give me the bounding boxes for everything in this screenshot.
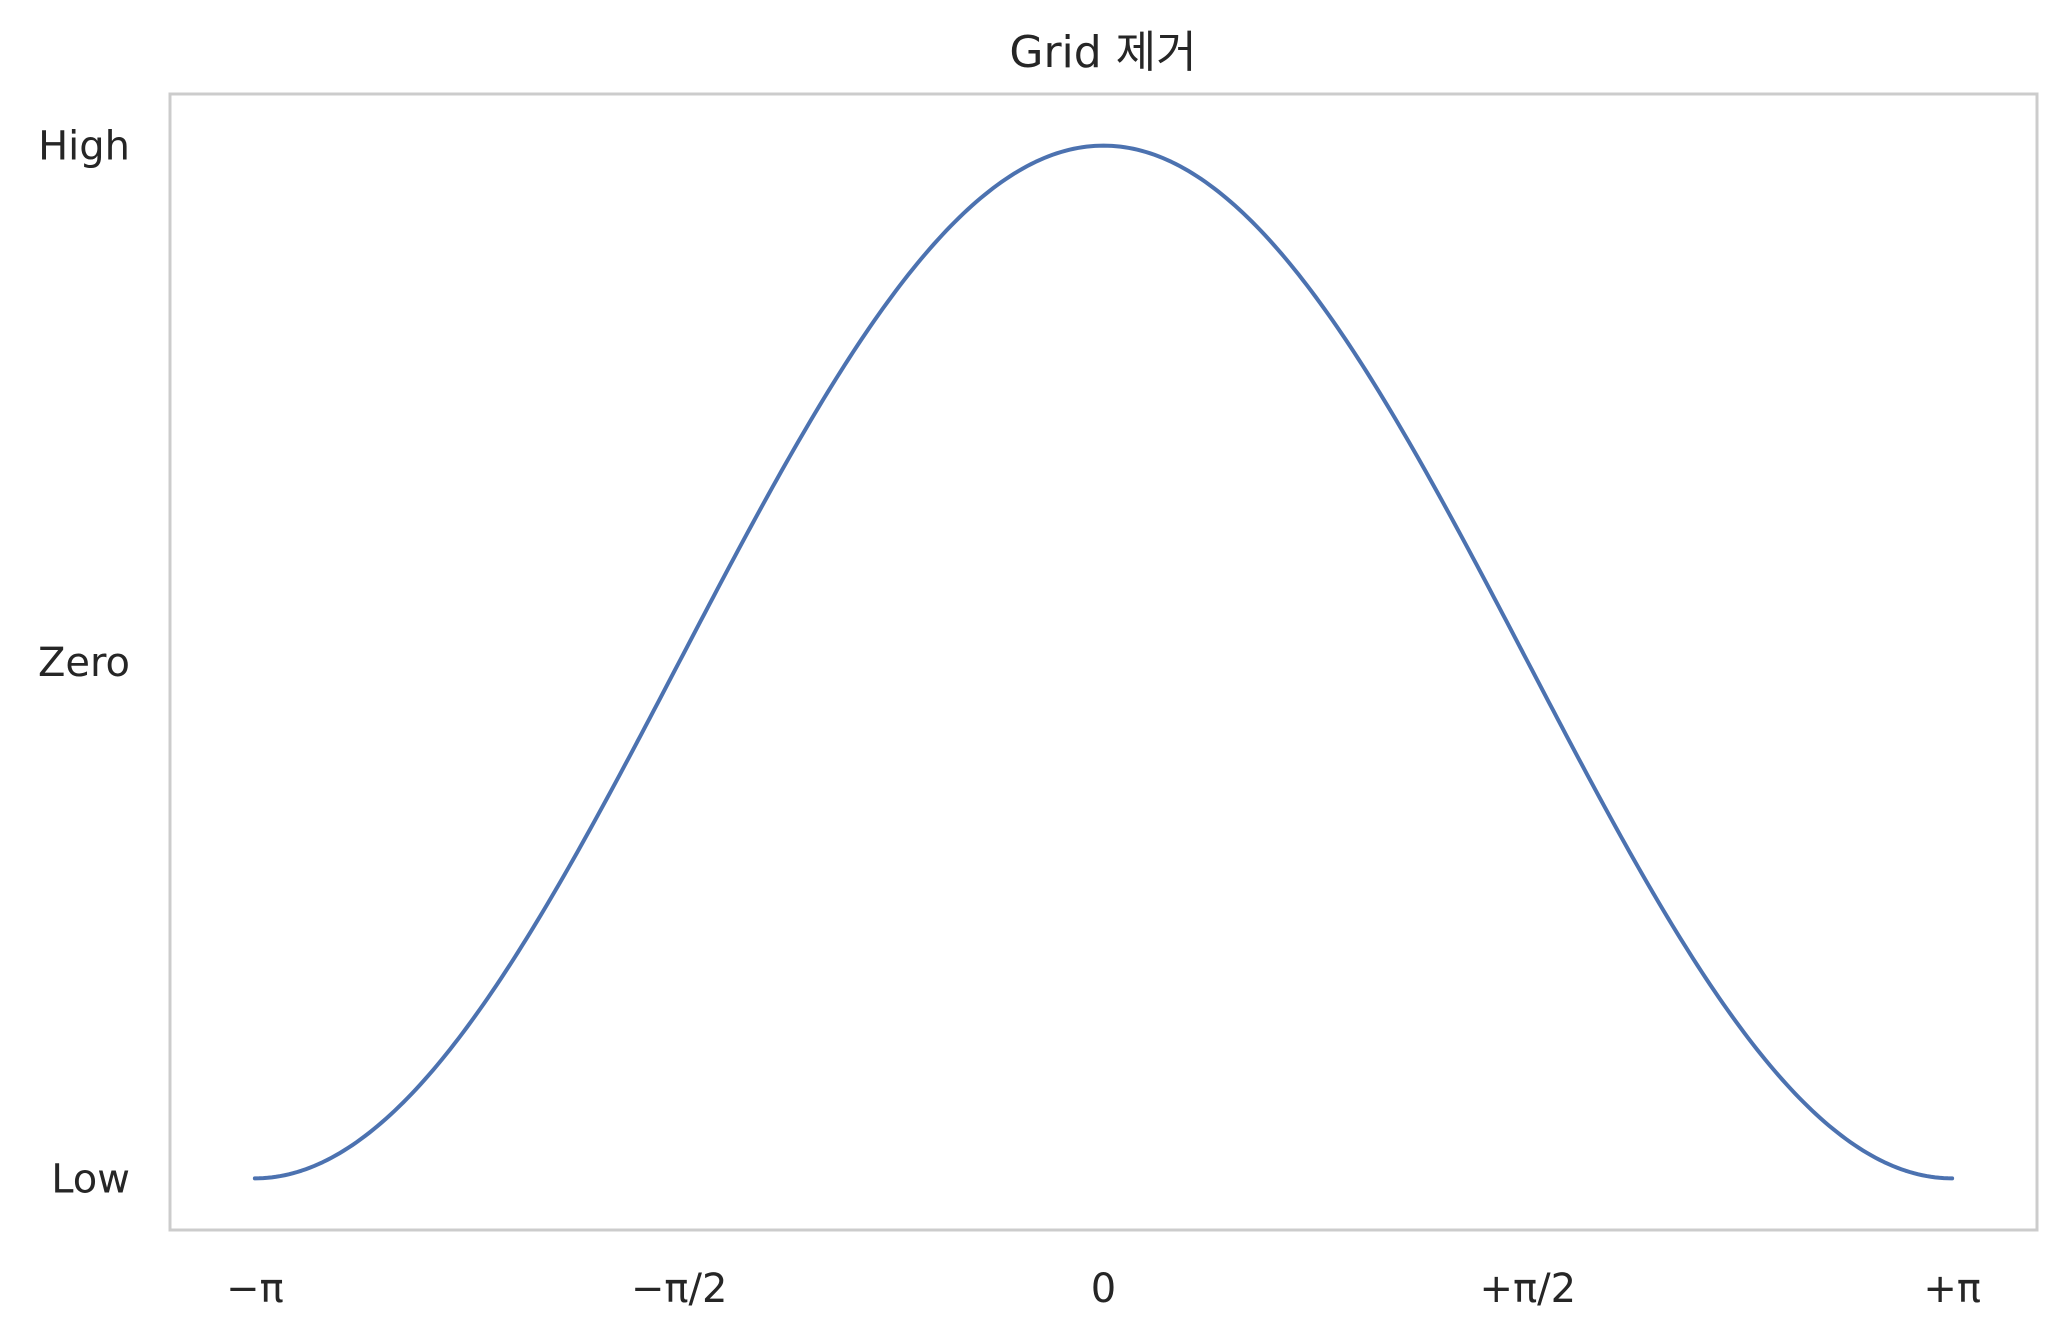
x-tick-label: +π xyxy=(1923,1266,1981,1312)
plot-frame xyxy=(168,92,2039,1232)
x-tick-labels: −π −π/2 0 +π/2 +π xyxy=(226,1266,1981,1312)
y-tick-label: Low xyxy=(51,1156,130,1202)
y-tick-label: High xyxy=(38,124,130,170)
x-tick-label: 0 xyxy=(1091,1266,1116,1312)
y-tick-label: Zero xyxy=(38,640,130,686)
x-tick-label: −π/2 xyxy=(631,1266,728,1312)
chart-title: Grid 제거 xyxy=(1009,27,1196,78)
x-tick-label: +π/2 xyxy=(1480,1266,1577,1312)
y-tick-labels: Low Zero High xyxy=(38,124,130,1203)
x-tick-label: −π xyxy=(226,1266,284,1312)
plot-background xyxy=(170,94,2037,1230)
series-line-0 xyxy=(252,143,1955,1181)
series-layer xyxy=(252,143,1955,1181)
